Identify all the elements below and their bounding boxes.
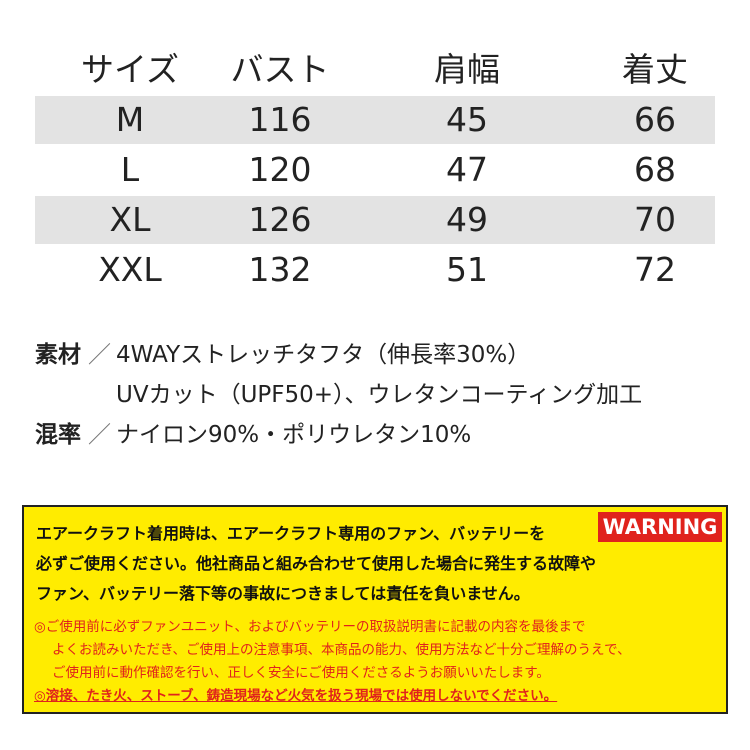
notice-line: ファン、バッテリー落下等の事故につきましては責任を負いません。 xyxy=(36,584,530,603)
caution-line: よくお読みいただき、ご使用上の注意事項、本商品の能力、使用方法など十分ご理解のう… xyxy=(52,642,631,658)
table-row: XXL 132 51 72 xyxy=(35,246,715,294)
header-cell: 肩幅 xyxy=(434,50,500,89)
table-cell: 70 xyxy=(634,200,676,239)
table-cell: 45 xyxy=(446,100,488,139)
warning-badge: WARNING xyxy=(598,512,722,542)
table-cell: 51 xyxy=(446,250,488,289)
table-cell: 49 xyxy=(446,200,488,239)
caution-line: ◎溶接、たき火、ストーブ、鋳造現場など火気を扱う現場では使用しないでください。 xyxy=(34,688,558,704)
table-cell: 66 xyxy=(634,100,676,139)
table-cell: 72 xyxy=(634,250,676,289)
notice-line: エアークラフト着用時は、エアークラフト専用のファン、バッテリーを xyxy=(36,524,546,543)
table-cell: 116 xyxy=(248,100,312,139)
material-text: 4WAYストレッチタフタ（伸長率30%） xyxy=(116,342,531,368)
material-text: UVカット（UPF50+）、ウレタンコーティング加工 xyxy=(116,382,643,408)
table-row: L 120 47 68 xyxy=(35,146,715,194)
table-cell: 120 xyxy=(248,150,312,189)
separator: ／ xyxy=(88,422,111,448)
material-label: 混率 xyxy=(35,422,81,448)
table-cell: 68 xyxy=(634,150,676,189)
caution-line: ◎ご使用前に必ずファンユニット、およびバッテリーの取扱説明書に記載の内容を最後ま… xyxy=(34,619,586,635)
table-cell: M xyxy=(115,100,145,139)
header-cell: バスト xyxy=(230,50,330,89)
material-label: 素材 xyxy=(35,342,81,368)
material-text: ナイロン90%・ポリウレタン10% xyxy=(116,422,472,448)
table-row: XL 126 49 70 xyxy=(35,196,715,244)
header-row: サイズ バスト 肩幅 着丈 xyxy=(35,46,715,94)
table-cell: 132 xyxy=(248,250,312,289)
notice-line: 必ずご使用ください。他社商品と組み合わせて使用した場合に発生する故障や xyxy=(36,554,597,573)
header-cell: サイズ xyxy=(80,50,179,89)
table-cell: 126 xyxy=(248,200,312,239)
table-cell: 47 xyxy=(446,150,488,189)
separator: ／ xyxy=(88,342,111,368)
warning-box: WARNING エアークラフト着用時は、エアークラフト専用のファン、バッテリーを… xyxy=(22,505,728,714)
header-cell: 着丈 xyxy=(622,50,688,89)
table-cell: XL xyxy=(109,200,151,239)
table-cell: L xyxy=(120,150,140,189)
caution-line: ご使用前に動作確認を行い、正しく安全にご使用くださるようお願いいたします。 xyxy=(52,665,550,681)
table-row: M 116 45 66 xyxy=(35,96,715,144)
table-cell: XXL xyxy=(98,250,162,289)
